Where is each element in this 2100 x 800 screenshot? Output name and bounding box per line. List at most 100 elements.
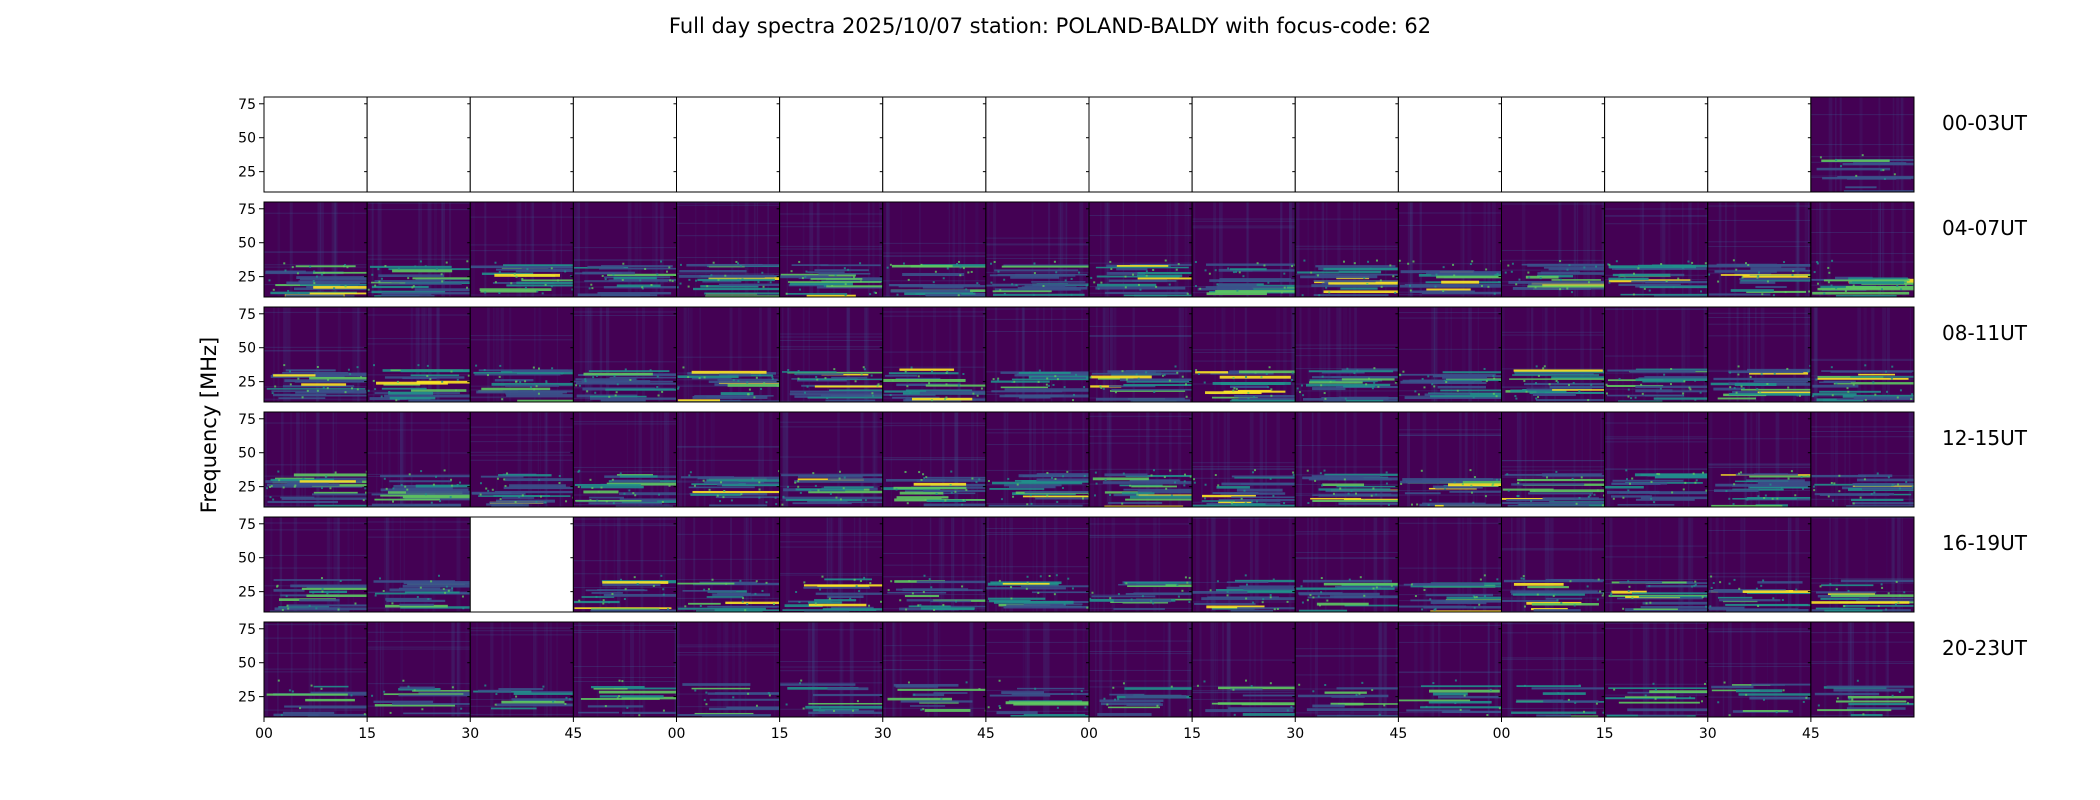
row-label-16-19ut: 16-19UT bbox=[1942, 531, 2028, 555]
y-tick-label: 50 bbox=[238, 551, 256, 567]
spectrum-panel bbox=[1088, 516, 1193, 613]
spectrum-panel bbox=[469, 411, 574, 508]
spectrum-panel bbox=[1397, 621, 1502, 718]
y-tick-label: 25 bbox=[238, 585, 256, 601]
spectrum-panel bbox=[779, 621, 884, 718]
y-tick-label: 25 bbox=[238, 690, 256, 706]
x-tick-label: 00 bbox=[668, 726, 686, 742]
row-label-00-03ut: 00-03UT bbox=[1942, 111, 2028, 135]
spectrum-panel bbox=[263, 411, 368, 508]
spectrum-panel bbox=[1191, 306, 1296, 403]
x-tick-label: 30 bbox=[874, 726, 892, 742]
spectrum-panel bbox=[1501, 516, 1606, 613]
spectrum-panel bbox=[572, 306, 677, 403]
row-label-12-15ut: 12-15UT bbox=[1942, 426, 2028, 450]
spectrum-panel bbox=[469, 516, 574, 613]
x-tick-label: 15 bbox=[771, 726, 789, 742]
spectrum-panel bbox=[1294, 96, 1399, 193]
spectrum-panel bbox=[882, 516, 987, 613]
x-tick-label: 45 bbox=[1802, 726, 1820, 742]
spectrum-panel bbox=[1707, 306, 1812, 403]
spectrum-panel bbox=[1501, 306, 1606, 403]
spectrum-panel bbox=[1604, 621, 1709, 718]
spectrum-panel bbox=[676, 621, 781, 718]
spectrum-panel bbox=[1294, 201, 1399, 298]
spectrum-panel bbox=[1397, 96, 1502, 193]
spectrum-panel bbox=[1191, 621, 1296, 718]
x-tick-label: 15 bbox=[1183, 726, 1201, 742]
spectrum-panel bbox=[1088, 96, 1193, 193]
y-tick-label: 50 bbox=[238, 656, 256, 672]
spectrum-panel bbox=[1088, 621, 1193, 718]
tick-layer: 25 50 75 25 50 75 25 50 75 25 50 75 25 50 75 25 50 75 00 15… bbox=[238, 97, 1820, 742]
chart-title: Full day spectra 2025/10/07 station: POL… bbox=[669, 14, 1431, 38]
y-tick-label: 50 bbox=[238, 446, 256, 462]
spectrum-panel bbox=[1397, 306, 1502, 403]
spectrum-panel bbox=[469, 306, 574, 403]
spectrum-panel bbox=[1707, 201, 1812, 298]
spectrum-panel bbox=[676, 306, 781, 403]
y-tick-label: 25 bbox=[238, 165, 256, 181]
spectrum-panel bbox=[469, 621, 574, 718]
spectrum-panel bbox=[1088, 411, 1193, 508]
x-tick-label: 30 bbox=[1699, 726, 1717, 742]
spectrum-panel bbox=[985, 621, 1090, 718]
x-tick-label: 00 bbox=[255, 726, 273, 742]
spectrum-panel bbox=[1810, 306, 1915, 403]
spectrum-panel bbox=[1604, 516, 1709, 613]
spectrum-panel bbox=[572, 516, 677, 613]
spectrum-panel bbox=[1810, 516, 1915, 613]
spectrum-panel bbox=[263, 201, 368, 298]
spectrum-panel bbox=[1501, 201, 1606, 298]
spectrum-panel bbox=[882, 411, 987, 508]
x-tick-label: 15 bbox=[358, 726, 376, 742]
spectrum-panel bbox=[366, 96, 471, 193]
spectrum-panel bbox=[1191, 411, 1296, 508]
spectrum-panel bbox=[572, 411, 677, 508]
spectrum-panel bbox=[1501, 621, 1606, 718]
spectrum-panel bbox=[1397, 201, 1502, 298]
spectrum-panel bbox=[1707, 621, 1812, 718]
y-tick-label: 75 bbox=[238, 622, 256, 638]
spectrum-panel bbox=[263, 516, 368, 613]
y-tick-label: 75 bbox=[238, 202, 256, 218]
spectrum-panel bbox=[985, 201, 1090, 298]
spectrum-panel bbox=[882, 306, 987, 403]
spectrum-panel bbox=[1294, 516, 1399, 613]
spectrum-panel bbox=[1397, 516, 1502, 613]
spectrum-panel bbox=[263, 621, 368, 718]
x-tick-label: 45 bbox=[1389, 726, 1407, 742]
spectrum-panel bbox=[779, 516, 884, 613]
x-tick-label: 45 bbox=[564, 726, 582, 742]
spectrum-panel bbox=[1707, 411, 1812, 508]
y-tick-label: 75 bbox=[238, 517, 256, 533]
spectrum-panel bbox=[1088, 201, 1193, 298]
spectrum-panel bbox=[985, 411, 1090, 508]
spectrum-panel bbox=[1088, 306, 1193, 403]
spectrum-panel bbox=[1294, 306, 1399, 403]
row-label-04-07ut: 04-07UT bbox=[1942, 216, 2028, 240]
spectrum-panel bbox=[1191, 516, 1296, 613]
row-label-20-23ut: 20-23UT bbox=[1942, 636, 2028, 660]
y-tick-label: 75 bbox=[238, 307, 256, 323]
spectrum-panel bbox=[469, 96, 574, 193]
spectrum-panel bbox=[1707, 516, 1812, 613]
spectrum-panel bbox=[1294, 411, 1399, 508]
spectrum-panel bbox=[1707, 96, 1812, 193]
y-tick-label: 25 bbox=[238, 270, 256, 286]
spectrum-panel bbox=[676, 411, 781, 508]
spectrum-panel bbox=[1604, 411, 1709, 508]
spectrum-panel bbox=[366, 306, 471, 403]
y-tick-label: 75 bbox=[238, 97, 256, 113]
spectrum-panel bbox=[1191, 201, 1296, 298]
spectrum-panel bbox=[985, 96, 1090, 193]
spectrum-panel bbox=[1191, 96, 1296, 193]
spectrum-panel bbox=[572, 96, 677, 193]
y-tick-label: 50 bbox=[238, 341, 256, 357]
y-tick-label: 75 bbox=[238, 412, 256, 428]
y-axis-label: Frequency [MHz] bbox=[197, 337, 221, 513]
spectrum-panel bbox=[366, 411, 471, 508]
spectrum-panel bbox=[779, 306, 884, 403]
spectrum-panel bbox=[1604, 96, 1709, 193]
spectrum-panel bbox=[1810, 411, 1915, 508]
